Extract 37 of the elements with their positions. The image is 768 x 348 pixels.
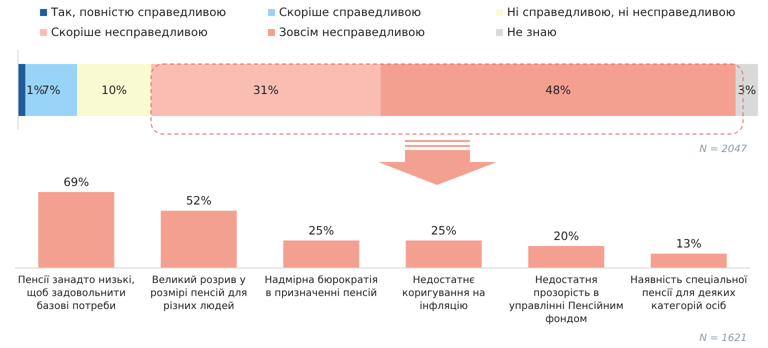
data-label: 31% — [253, 83, 279, 97]
data-label: 69% — [63, 175, 90, 189]
bar — [38, 192, 114, 268]
data-label: 20% — [553, 228, 580, 243]
data-label: 10% — [101, 83, 128, 97]
bar — [25, 64, 78, 116]
bar — [380, 64, 736, 116]
x-tick-label: Наявність спеціальної пенсії для деяких категорій осіб — [630, 275, 748, 312]
data-label: 52% — [186, 194, 212, 208]
bar — [18, 64, 26, 116]
data-label: 13% — [676, 236, 702, 251]
bar — [528, 246, 604, 268]
data-label: 25% — [430, 223, 457, 238]
bar — [77, 64, 152, 116]
x-tick-label: Великий розрив у розмірі пенсій для різних людей — [150, 275, 248, 312]
legend-label: Так, повністю справедливою — [50, 5, 226, 19]
bar — [151, 64, 381, 116]
text: N = 2047 — [699, 144, 748, 155]
bar — [406, 240, 482, 268]
x-tick-label: Надмірна бюрократія в призначенні пенсій — [264, 275, 378, 299]
legend-label: Не знаю — [507, 25, 558, 39]
data-label: 48% — [545, 83, 572, 97]
bar — [160, 210, 237, 268]
legend-label: Скоріше несправедливою — [51, 25, 208, 39]
text: N = 1621 — [699, 333, 747, 344]
bar — [283, 240, 360, 268]
legend-label: Ні справедливою, ні несправедливою — [507, 5, 736, 19]
x-tick-label: Пенсії занадто низькі, щоб задовольнити базові потреби — [18, 275, 135, 312]
data-label: 7% — [42, 83, 60, 97]
legend-label: Зовсім несправедливою — [279, 25, 426, 39]
x-tick-label: Недостатня прозорість в управлінні Пенсійним фондом — [508, 275, 624, 325]
x-tick-label: Недостатнє коригування на інфляцію — [402, 275, 486, 312]
legend-label: Скоріше справедливою — [279, 5, 422, 19]
data-label: 1% — [26, 83, 45, 97]
data-label: 25% — [308, 223, 334, 238]
bar — [650, 254, 727, 268]
bar — [736, 64, 758, 116]
